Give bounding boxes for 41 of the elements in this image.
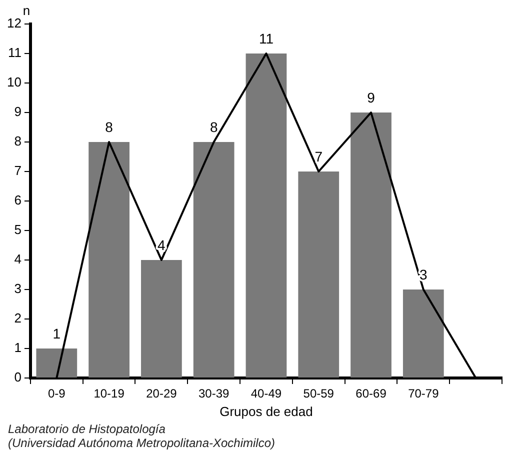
x-tick-label: 70-79 bbox=[408, 386, 440, 401]
y-tick-label: 0 bbox=[14, 370, 22, 385]
bar bbox=[298, 172, 340, 378]
x-tick-label: 20-29 bbox=[146, 386, 178, 401]
bar bbox=[350, 112, 392, 378]
y-tick-label: 3 bbox=[14, 281, 22, 296]
y-tick-label: 7 bbox=[14, 163, 22, 178]
x-tick-label: 10-19 bbox=[94, 386, 125, 401]
y-tick-label: 1 bbox=[14, 340, 22, 356]
x-tick-label: 40-49 bbox=[250, 386, 282, 401]
data-label: 8 bbox=[210, 118, 218, 135]
y-tick-label: 11 bbox=[8, 45, 22, 60]
y-tick-label: 2 bbox=[14, 310, 22, 326]
x-tick-label: 50-59 bbox=[303, 386, 334, 401]
y-tick-label: 6 bbox=[14, 192, 22, 208]
bar bbox=[193, 142, 234, 378]
y-tick-label: 8 bbox=[14, 134, 22, 149]
data-label: 9 bbox=[367, 89, 376, 106]
bar bbox=[141, 260, 182, 378]
bar bbox=[88, 142, 130, 378]
x-tick-label: 30-39 bbox=[198, 386, 230, 401]
x-axis-title: Grupos de edad bbox=[220, 404, 313, 419]
data-label: 11 bbox=[258, 30, 274, 46]
y-tick-label: 5 bbox=[14, 222, 22, 238]
y-tick-label: 9 bbox=[14, 104, 22, 120]
text: Laboratorio de Histopatología bbox=[8, 422, 166, 436]
data-label: 1 bbox=[52, 325, 61, 342]
data-label: 4 bbox=[158, 236, 166, 253]
y-tick-label: 10 bbox=[6, 74, 22, 90]
x-tick-label: 60-69 bbox=[356, 386, 387, 401]
y-tick-label: 12 bbox=[6, 16, 22, 31]
y-axis-title: n bbox=[22, 3, 30, 18]
bar bbox=[246, 54, 287, 378]
y-tick-label: 4 bbox=[14, 252, 22, 267]
data-label: 7 bbox=[314, 148, 323, 164]
bar bbox=[36, 348, 78, 378]
bar bbox=[402, 290, 444, 378]
data-label: 8 bbox=[105, 118, 114, 135]
text: (Universidad Autónoma Metropolitana-Xochimilco) bbox=[8, 436, 276, 450]
data-label: 3 bbox=[420, 266, 428, 282]
x-tick-label: 0-9 bbox=[48, 386, 66, 401]
